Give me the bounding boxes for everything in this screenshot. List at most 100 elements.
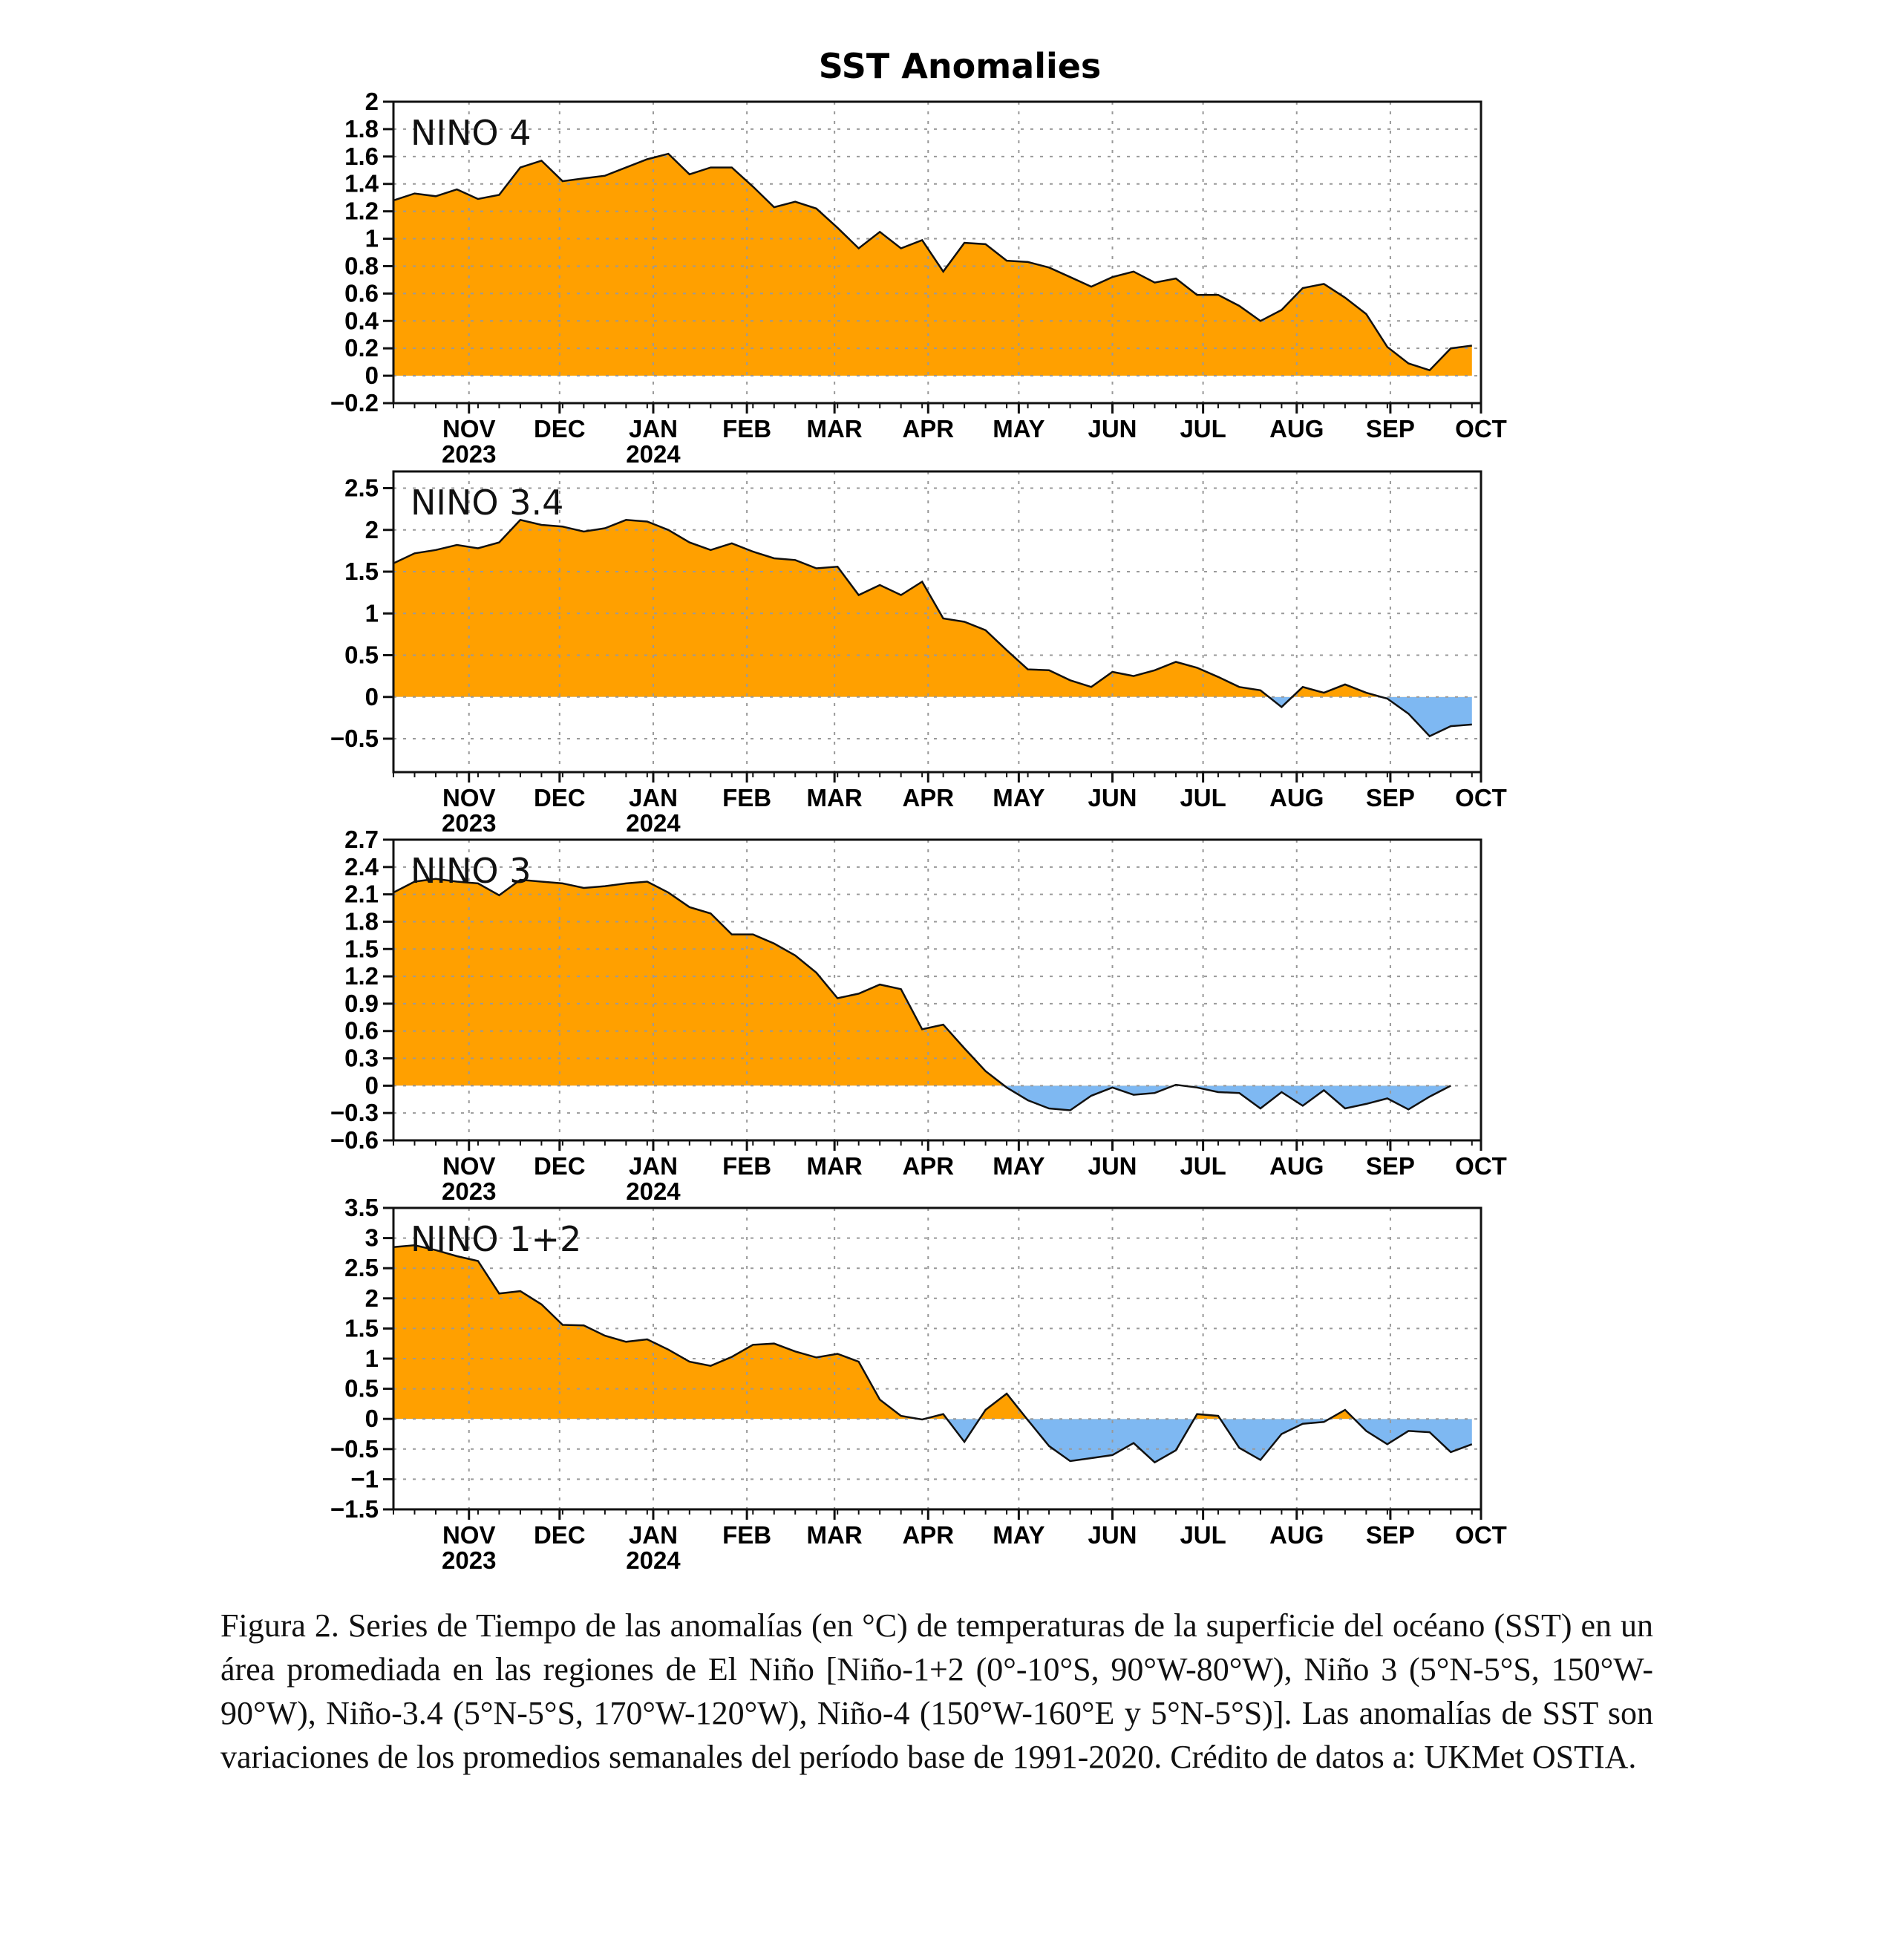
y-tick-label: 1.5 <box>344 935 379 962</box>
y-tick-label: −0.5 <box>330 725 379 752</box>
x-tick-label: OCT <box>1455 1521 1507 1549</box>
y-tick-label: 2.7 <box>344 826 379 853</box>
positive-anomaly-area <box>393 878 1451 1086</box>
chart-panel: −0.5 0 0.5 1 1.5 2 2.5 NOV DEC JAN FEB MAR APR MAY JUN… <box>330 470 1507 837</box>
y-tick-label: −0.5 <box>330 1435 379 1463</box>
y-tick-label: 0.9 <box>344 990 379 1017</box>
x-tick-label: NOV <box>442 415 496 442</box>
x-tick-label: MAY <box>993 784 1044 811</box>
x-tick-label: JUN <box>1088 1521 1137 1549</box>
plot-frame <box>392 470 1482 774</box>
series-line <box>393 518 1472 738</box>
x-tick-label: SEP <box>1366 1152 1415 1180</box>
series-line <box>393 152 1472 372</box>
y-tick-label: 2.4 <box>344 853 379 881</box>
x-tick-label: NOV <box>442 784 496 811</box>
y-tick-label: 3 <box>365 1224 379 1252</box>
y-tick-label: −0.6 <box>330 1126 379 1154</box>
x-tick-label: SEP <box>1366 1521 1415 1549</box>
x-tick-label: JUL <box>1180 1152 1226 1180</box>
y-tick-label: 3.5 <box>344 1194 379 1221</box>
x-tick-label: SEP <box>1366 415 1415 442</box>
x-tick-label: APR <box>902 1152 954 1180</box>
y-tick-label: 0 <box>365 1405 379 1432</box>
y-tick-label: −1 <box>350 1465 379 1492</box>
x-tick-label: AUG <box>1269 1521 1324 1549</box>
region-label: NINO 3 <box>411 851 531 891</box>
series-line <box>393 878 1451 1111</box>
x-tick-label: JAN <box>629 1152 678 1180</box>
negative-anomaly-area <box>1004 1085 1451 1111</box>
sst-anomalies-figure: SST Anomalies −0.200.20.40.60.811.21.41.… <box>330 46 1507 1574</box>
x-tick-label: AUG <box>1269 415 1324 442</box>
plot-frame <box>392 100 1482 405</box>
y-tick-label: −1.5 <box>330 1495 379 1523</box>
y-tick-label: 0.5 <box>344 1375 379 1402</box>
chart-panel: −1.5 −1−0.5 0 0.5 1 1.52 2.53 3.5 NOV DEC JAN FEB MA… <box>330 1194 1507 1574</box>
x-tick-label: MAR <box>807 784 863 811</box>
x-tick-label: MAR <box>807 415 863 442</box>
x-year-label: 2023 <box>442 440 496 468</box>
y-tick-label: 1 <box>365 599 379 627</box>
y-tick-label: 1.6 <box>344 143 379 170</box>
y-tick-label: 2 <box>365 516 379 543</box>
positive-anomaly-area <box>393 520 1472 697</box>
x-year-label: 2024 <box>626 809 681 837</box>
chart-panel: −0.6−0.300.30.60.91.21.51.82.12.42.7 NOV D… <box>330 826 1507 1205</box>
y-tick-label: 0.6 <box>344 1017 379 1045</box>
y-tick-label: 0 <box>365 362 379 389</box>
y-tick-label: 1 <box>365 225 379 252</box>
y-tick-label: 1.5 <box>344 558 379 585</box>
x-tick-label: JUL <box>1180 1521 1226 1549</box>
x-year-label: 2023 <box>442 809 496 837</box>
y-tick-label: 1.5 <box>344 1314 379 1342</box>
y-tick-label: 0.6 <box>344 279 379 307</box>
x-tick-label: JAN <box>629 1521 678 1549</box>
x-tick-label: JAN <box>629 415 678 442</box>
y-tick-label: 0.4 <box>344 307 379 334</box>
x-tick-label: MAY <box>993 1521 1044 1549</box>
x-tick-label: MAY <box>993 1152 1044 1180</box>
y-tick-label: 1.2 <box>344 197 379 225</box>
y-tick-label: 2.1 <box>344 881 379 908</box>
y-tick-label: 1 <box>365 1345 379 1372</box>
y-tick-label: 0 <box>365 1071 379 1099</box>
x-tick-label: AUG <box>1269 1152 1324 1180</box>
chart-panel: −0.200.20.40.60.811.21.41.61.82 NOV DEC JAN… <box>330 88 1507 468</box>
x-tick-label: DEC <box>534 415 586 442</box>
x-year-label: 2024 <box>626 440 681 468</box>
x-tick-label: JUN <box>1088 1152 1137 1180</box>
y-tick-label: 1.8 <box>344 907 379 935</box>
y-tick-label: 2.5 <box>344 474 379 502</box>
y-tick-label: 0 <box>365 683 379 710</box>
negative-anomaly-area <box>393 1419 1472 1463</box>
y-tick-label: 1.2 <box>344 962 379 990</box>
series-line <box>393 1244 1473 1464</box>
y-tick-label: −0.2 <box>330 389 379 416</box>
plot-frame <box>392 838 1482 1142</box>
x-year-label: 2024 <box>626 1177 681 1205</box>
x-tick-label: DEC <box>534 1152 586 1180</box>
x-tick-label: MAY <box>993 415 1044 442</box>
positive-anomaly-area <box>393 154 1472 376</box>
x-tick-label: NOV <box>442 1521 496 1549</box>
x-tick-label: MAR <box>807 1152 863 1180</box>
region-label: NINO 3.4 <box>411 483 563 523</box>
y-tick-label: −0.3 <box>330 1099 379 1126</box>
x-tick-label: JAN <box>629 784 678 811</box>
region-label: NINO 4 <box>411 113 531 153</box>
x-tick-label: FEB <box>722 784 771 811</box>
x-tick-label: AUG <box>1269 784 1324 811</box>
x-tick-label: SEP <box>1366 784 1415 811</box>
x-tick-label: NOV <box>442 1152 496 1180</box>
x-tick-label: FEB <box>722 1152 771 1180</box>
x-tick-label: OCT <box>1455 784 1507 811</box>
x-year-label: 2023 <box>442 1177 496 1205</box>
x-tick-label: JUN <box>1088 415 1137 442</box>
x-tick-label: APR <box>902 1521 954 1549</box>
figure-caption: Figura 2. Series de Tiempo de las anomal… <box>220 1607 1653 1775</box>
x-year-label: 2024 <box>626 1546 681 1574</box>
x-year-label: 2023 <box>442 1546 496 1574</box>
x-tick-label: DEC <box>534 1521 586 1549</box>
